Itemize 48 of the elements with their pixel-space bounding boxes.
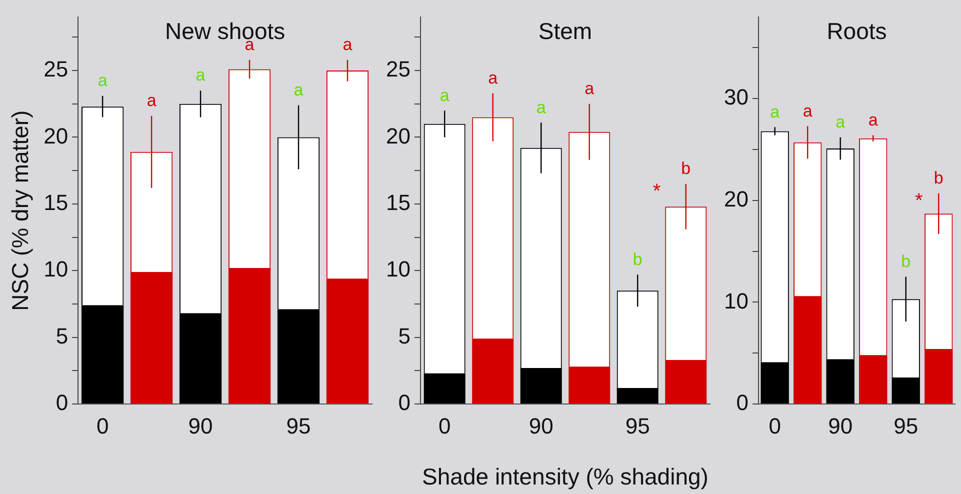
data-label: a xyxy=(440,86,450,105)
data-label: a xyxy=(536,98,546,117)
data-label: a xyxy=(836,112,846,132)
x-tick-label: 90 xyxy=(188,413,213,438)
chart-title: Stem xyxy=(538,18,592,44)
data-label: a xyxy=(196,66,206,85)
x-tick-label: 90 xyxy=(528,413,554,438)
annotation: * xyxy=(915,190,924,212)
data-label: b xyxy=(901,252,911,271)
data-label: b xyxy=(934,168,944,188)
y-tick-label: 10 xyxy=(724,288,748,314)
y-tick-label: 10 xyxy=(44,256,68,282)
data-label: a xyxy=(488,68,498,88)
y-tick-label: 0 xyxy=(398,390,410,416)
data-label: a xyxy=(294,80,304,100)
x-tick-label: 0 xyxy=(96,413,109,438)
x-axis-title: Shade intensity (% shading) xyxy=(422,464,708,490)
x-tick-label: 0 xyxy=(438,413,451,438)
y-tick-label: 25 xyxy=(386,56,410,82)
y-tick-label: 30 xyxy=(724,84,748,110)
data-label: a xyxy=(342,35,353,54)
x-tick-label: 90 xyxy=(828,413,853,438)
data-label: a xyxy=(868,110,878,130)
y-tick-label: 20 xyxy=(44,123,68,148)
y-axis-title: NSC (% dry matter) xyxy=(7,110,34,311)
x-tick-label: 0 xyxy=(768,413,781,438)
data-label: a xyxy=(146,91,157,110)
x-tick-label: 95 xyxy=(894,413,918,438)
y-tick-label: 0 xyxy=(56,390,68,416)
y-tick-label: 10 xyxy=(386,256,410,282)
y-tick-label: 20 xyxy=(724,186,748,212)
y-tick-label: 0 xyxy=(736,390,748,416)
data-label: a xyxy=(98,71,108,90)
y-tick-label: 5 xyxy=(56,323,68,348)
annotation: * xyxy=(652,180,661,202)
y-tick-label: 5 xyxy=(398,323,410,348)
data-label: a xyxy=(770,102,780,122)
y-tick-label: 15 xyxy=(44,190,68,215)
y-tick-label: 15 xyxy=(386,190,410,215)
y-tick-label: 20 xyxy=(386,123,410,148)
y-tick-label: 25 xyxy=(44,56,68,82)
x-tick-label: 95 xyxy=(625,413,650,438)
data-label: b xyxy=(632,250,642,269)
chart-title: Roots xyxy=(826,18,887,44)
data-label: b xyxy=(681,159,691,178)
data-label: a xyxy=(802,101,813,120)
x-tick-label: 95 xyxy=(286,413,311,438)
data-label: a xyxy=(584,79,595,98)
